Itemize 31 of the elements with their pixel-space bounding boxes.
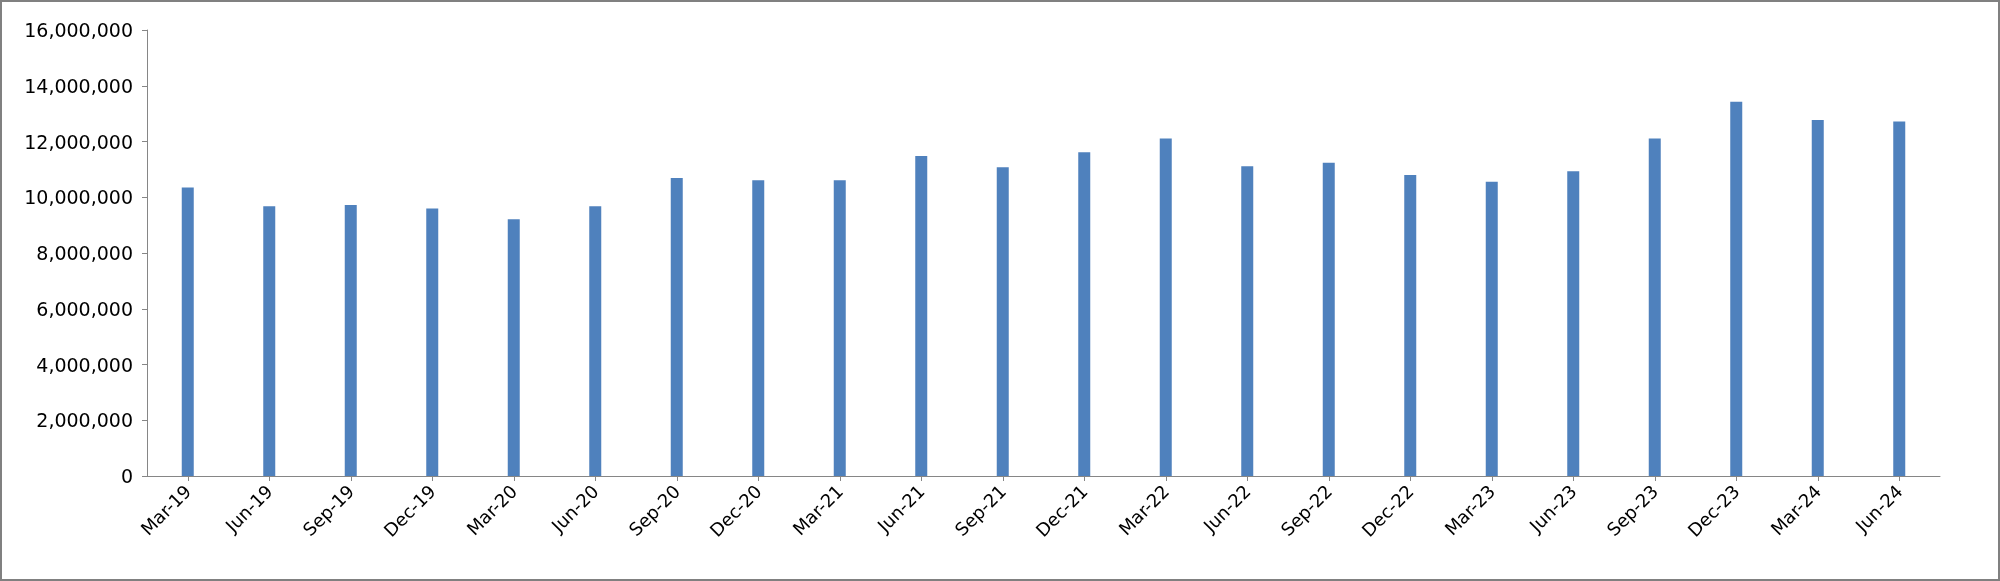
- bar: [752, 180, 765, 476]
- bar: [1567, 171, 1580, 476]
- bar: [1159, 138, 1172, 476]
- bar: [589, 206, 602, 476]
- bar: [1241, 166, 1254, 476]
- y-tick-label: 12,000,000: [24, 130, 133, 153]
- y-tick-label: 8,000,000: [36, 242, 133, 264]
- bar: [833, 180, 846, 476]
- bar: [996, 167, 1009, 476]
- bar: [670, 178, 683, 476]
- y-tick-label: 0: [120, 465, 133, 487]
- y-tick-label: 14,000,000: [24, 74, 133, 97]
- bar: [1648, 138, 1661, 476]
- y-tick-label: 4,000,000: [36, 353, 133, 376]
- bar: [1078, 152, 1091, 476]
- y-tick-label: 6,000,000: [36, 297, 133, 320]
- bar: [1322, 162, 1335, 476]
- bar: [1730, 101, 1743, 476]
- bar: [1404, 174, 1417, 476]
- y-tick-label: 16,000,000: [24, 19, 133, 41]
- bar: [181, 187, 194, 476]
- y-tick-label: 10,000,000: [24, 186, 133, 209]
- bar: [426, 208, 439, 476]
- bar: [1811, 120, 1824, 476]
- bar: [263, 206, 276, 476]
- bar: [507, 219, 520, 476]
- bar: [915, 156, 928, 476]
- bar: [1893, 121, 1906, 476]
- bar: [344, 205, 357, 476]
- y-tick-label: 2,000,000: [36, 409, 133, 432]
- bar: [1485, 181, 1498, 476]
